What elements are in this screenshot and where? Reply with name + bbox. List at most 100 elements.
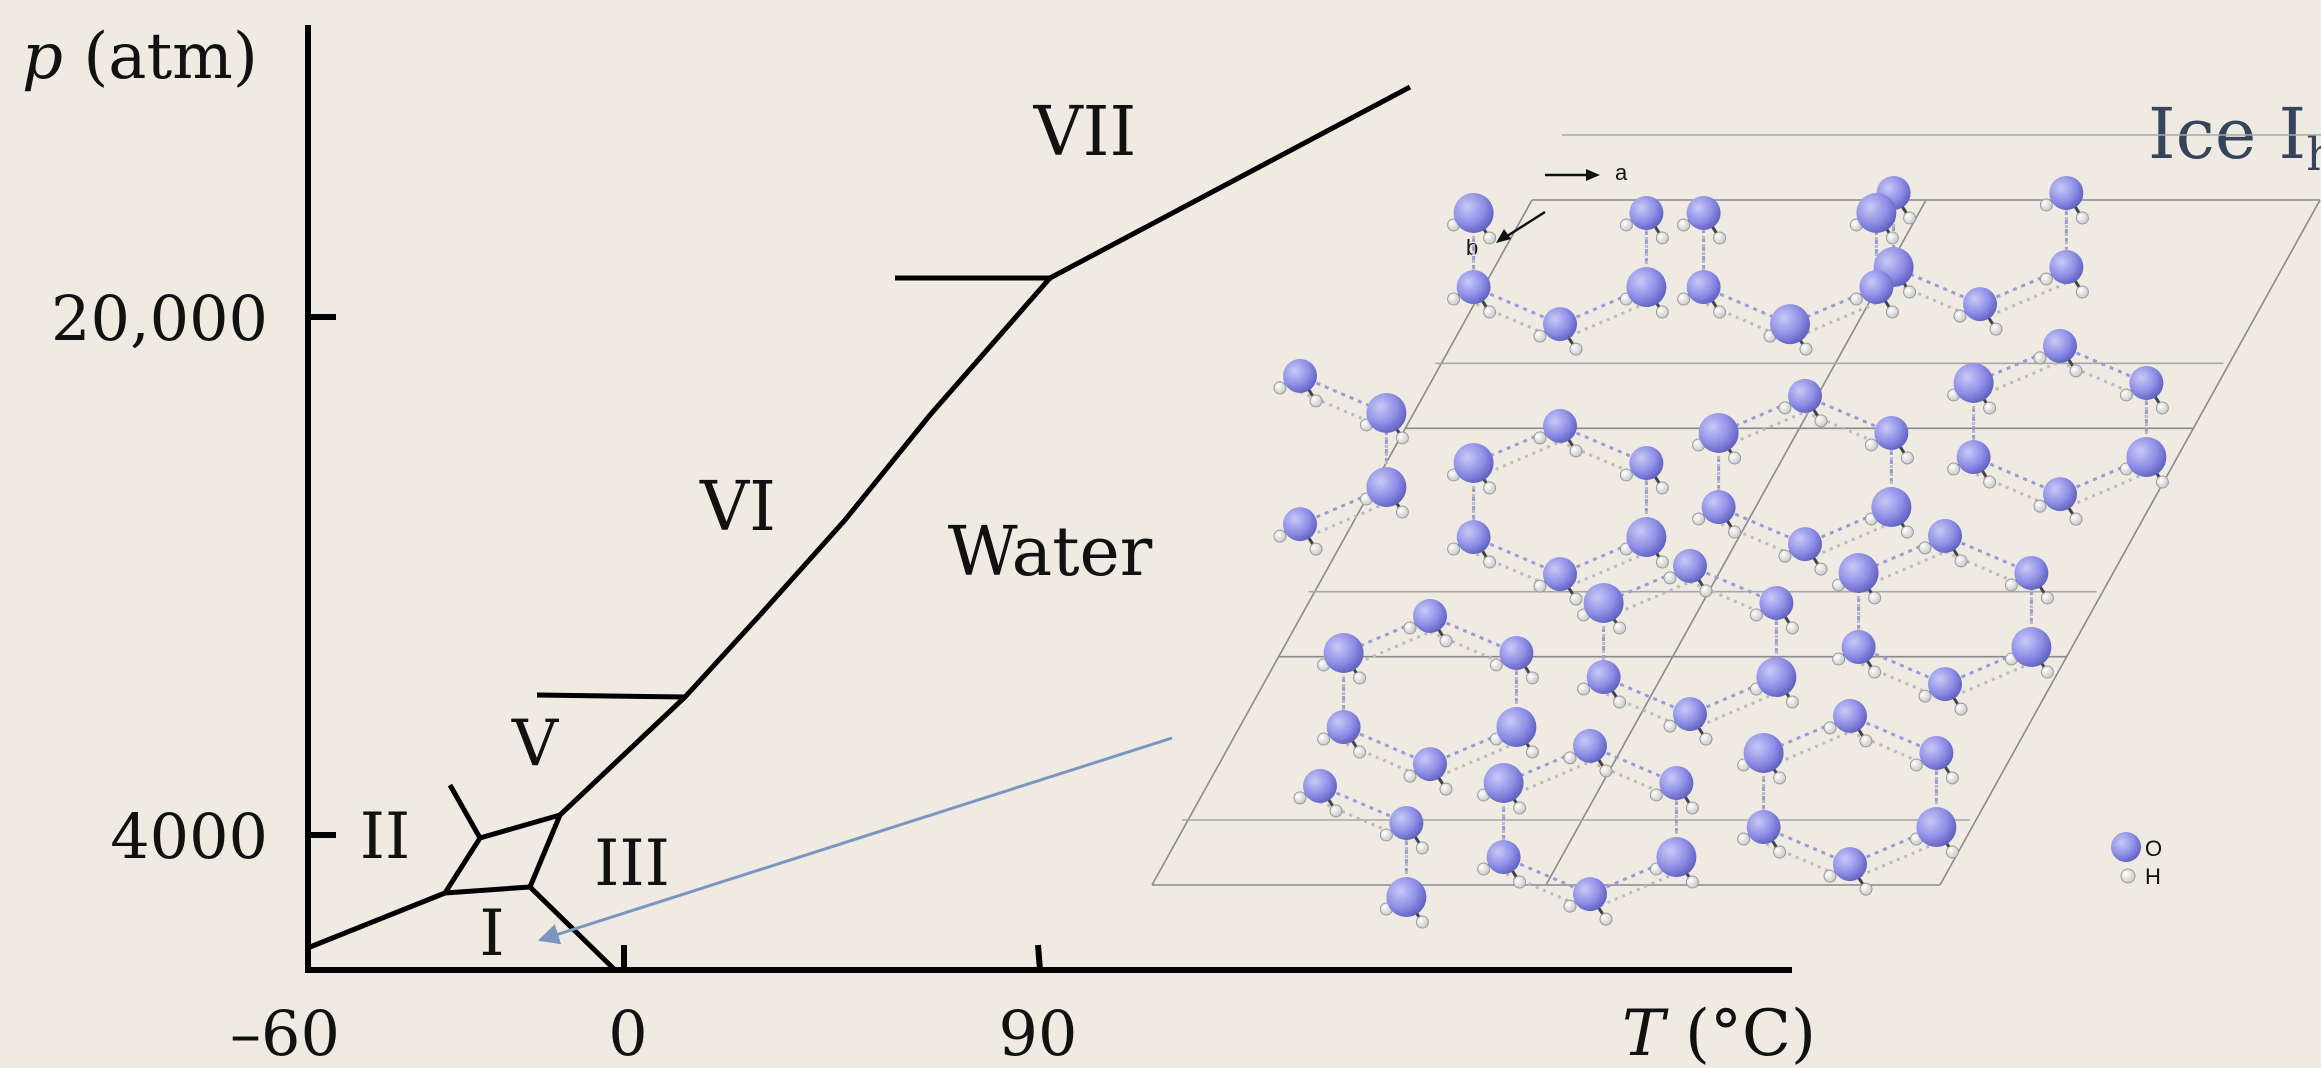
water-molecule: [1577, 660, 1627, 709]
inset-title: Ice Ih: [2148, 93, 2321, 181]
water-molecule: [1823, 847, 1873, 896]
water-molecule: [1849, 270, 1899, 319]
water-molecule: [1947, 440, 1997, 489]
water-molecule: [1273, 358, 1323, 408]
water-molecule: [1447, 192, 1497, 245]
water-molecule: [1737, 732, 1787, 785]
phase-label-i: I: [479, 897, 504, 971]
phase-label-water: Water: [948, 513, 1153, 592]
x-tick-label-minus60: –60: [230, 997, 340, 1068]
water-molecule: [1649, 765, 1699, 815]
inset-title-main: Ice I: [2148, 93, 2306, 175]
water-molecule: [1677, 195, 1727, 245]
water-molecule: [1379, 877, 1429, 929]
water-molecule: [1619, 445, 1669, 495]
water-molecule: [1677, 270, 1727, 319]
water-molecule: [1692, 490, 1742, 539]
water-molecule: [1763, 304, 1813, 356]
phase-label-vii: VII: [1033, 93, 1137, 172]
water-molecule: [1823, 698, 1873, 748]
water-molecule: [1619, 517, 1669, 569]
water-molecule: [2033, 477, 2083, 526]
water-molecules: [1273, 175, 2169, 929]
water-molecule: [1533, 557, 1583, 606]
x-axis-label: T (°C): [1622, 997, 1816, 1068]
water-molecule: [1909, 807, 1959, 859]
water-molecule: [1749, 657, 1799, 709]
x-tick-90: [1035, 944, 1043, 971]
x-tick-label-0: 0: [608, 997, 647, 1068]
ice-ih-inset: Ice Ih a b O H: [1151, 93, 2321, 929]
water-molecule: [1832, 552, 1882, 605]
phase-label-vi: VI: [699, 468, 776, 547]
water-molecule: [1577, 582, 1627, 635]
water-molecule: [1864, 415, 1914, 465]
water-molecule: [1489, 707, 1539, 759]
phase-boundaries: [309, 84, 1412, 972]
water-molecule: [1918, 667, 1968, 716]
water-molecule: [1403, 598, 1453, 648]
y-tick-label-20000: 20,000: [51, 282, 268, 355]
water-molecule: [1947, 362, 1997, 415]
water-molecule: [1477, 840, 1527, 889]
water-molecule: [1293, 768, 1343, 818]
legend-hydrogen-label: H: [2145, 864, 2161, 889]
water-molecule: [1663, 548, 1713, 598]
axis-a-label: a: [1615, 160, 1628, 185]
water-molecule: [1619, 195, 1669, 245]
water-molecule: [1273, 507, 1323, 556]
water-molecule: [1317, 632, 1367, 685]
water-molecule: [1533, 307, 1583, 356]
x-axis-unit: (°C): [1665, 997, 1816, 1068]
atom-legend: O H: [2111, 832, 2162, 889]
x-axis-variable: T: [1622, 997, 1669, 1068]
water-molecule: [1909, 735, 1959, 785]
water-molecule: [1317, 710, 1367, 759]
y-axis-variable: p: [22, 20, 63, 94]
water-molecule: [1663, 697, 1713, 746]
water-molecule: [1918, 518, 1968, 568]
phase-label-v: V: [511, 707, 560, 781]
water-molecule: [1489, 635, 1539, 685]
y-tick-label-4000: 4000: [110, 800, 268, 873]
legend-oxygen-label: O: [2145, 836, 2162, 861]
water-molecule: [1533, 408, 1583, 458]
x-tick-label-90: 90: [999, 997, 1078, 1068]
water-molecule: [1447, 442, 1497, 495]
y-axis-unit: (atm): [63, 20, 258, 94]
boundary-i-iii-low: [444, 884, 617, 972]
water-molecule: [2119, 437, 2169, 489]
water-molecule: [1403, 747, 1453, 796]
phase-label-ii: II: [360, 800, 411, 874]
axis-b-arrow: [1503, 210, 1546, 240]
water-molecule: [1379, 805, 1429, 855]
water-molecule: [1778, 378, 1828, 428]
water-molecule: [1953, 287, 2003, 336]
water-molecule: [2004, 627, 2054, 679]
water-molecule: [2039, 175, 2089, 225]
water-molecule: [1832, 630, 1882, 679]
water-molecule: [2119, 365, 2169, 415]
water-molecule: [1447, 270, 1497, 319]
boundary-melting-curve: [527, 84, 1412, 888]
y-axis-label: p (atm): [22, 20, 258, 94]
lattice-axes: a b: [1466, 160, 1628, 260]
water-molecule: [1778, 527, 1828, 576]
boundary-ih-ii: [309, 890, 446, 950]
water-molecule: [1849, 192, 1899, 245]
legend-oxygen-icon: [2111, 832, 2141, 862]
water-molecule: [1359, 392, 1409, 445]
water-molecule: [1619, 267, 1669, 319]
boundary-ii-v: [447, 783, 483, 840]
water-molecule: [1563, 728, 1613, 778]
water-molecule: [2039, 250, 2089, 299]
water-molecule: [1692, 412, 1742, 465]
legend-hydrogen-icon: [2120, 868, 2136, 884]
water-molecule: [1359, 467, 1409, 519]
boundary-v-vi: [536, 692, 687, 700]
inset-title-subscript: h: [2306, 127, 2321, 181]
water-molecule: [1649, 837, 1699, 889]
water-molecule: [2033, 328, 2083, 378]
water-molecule: [1749, 585, 1799, 635]
